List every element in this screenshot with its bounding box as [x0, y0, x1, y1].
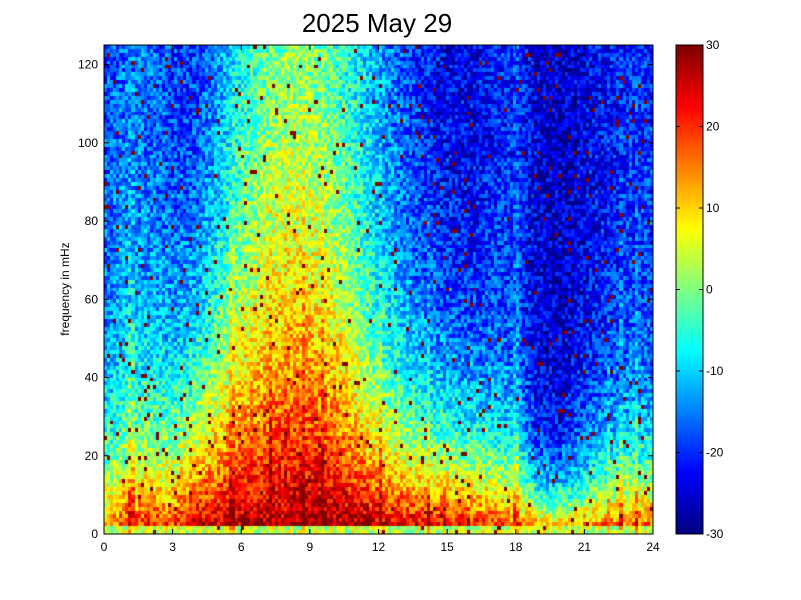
heatmap-plot-area	[103, 44, 654, 535]
colorbar-ticks: -30 -20 -10 0 10 20 30	[676, 38, 724, 541]
y-tick-label: 80	[85, 214, 99, 228]
heatmap-cells	[104, 45, 653, 534]
y-tick-label: 20	[85, 449, 99, 463]
x-tick-label: 6	[238, 540, 245, 554]
y-tick-label: 120	[78, 58, 98, 72]
x-tick-label: 21	[578, 540, 592, 554]
colorbar-tick-label: -10	[706, 364, 724, 378]
colorbar-tick-label: 30	[706, 38, 720, 52]
y-tick-label: 100	[78, 136, 98, 150]
x-tick-label: 12	[372, 540, 386, 554]
x-axis-ticks: 0 3 6 9 12 15 18 21 24	[101, 45, 660, 554]
colorbar-gradient	[676, 45, 703, 534]
y-tick-label: 60	[85, 292, 99, 306]
y-tick-label: 40	[85, 371, 99, 385]
y-tick-label: 0	[91, 527, 98, 541]
y-axis-ticks: 0 20 40 60 80 100 120	[78, 58, 653, 541]
x-tick-label: 18	[509, 540, 523, 554]
colorbar-tick-label: -20	[706, 446, 724, 460]
x-tick-label: 0	[101, 540, 108, 554]
chart-title: 2025 May 29	[302, 8, 452, 38]
colorbar-tick-label: 20	[706, 120, 720, 134]
x-tick-label: 9	[307, 540, 314, 554]
x-tick-label: 15	[440, 540, 454, 554]
x-tick-label: 3	[169, 540, 176, 554]
colorbar-tick-label: 0	[706, 283, 713, 297]
x-tick-label: 24	[646, 540, 660, 554]
colorbar-tick-label: 10	[706, 201, 720, 215]
y-axis-label: frequency in mHz	[58, 242, 72, 335]
colorbar-tick-label: -30	[706, 527, 724, 541]
colorbar: -30 -20 -10 0 10 20 30	[675, 38, 724, 541]
